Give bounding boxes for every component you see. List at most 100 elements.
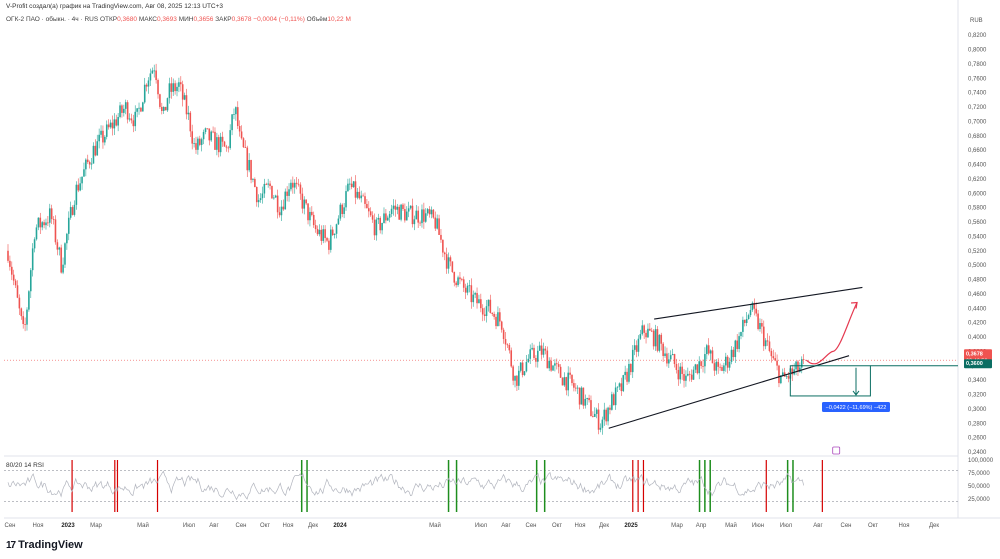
candle-body — [242, 138, 245, 148]
candle-body — [35, 227, 38, 240]
candle-body — [630, 363, 632, 373]
candle-body — [269, 183, 271, 186]
price-tick-label: 0,7800 — [968, 62, 987, 68]
candle-body — [282, 206, 285, 210]
change-value: −0,0004 (−0,11%) — [253, 16, 305, 23]
candle-body — [660, 334, 663, 344]
trendline — [608, 355, 850, 429]
candle-body — [229, 130, 231, 148]
candle-body — [586, 397, 588, 399]
candle-body — [316, 229, 319, 235]
candle-body — [278, 212, 281, 216]
time-axis[interactable]: Сен Ноя 2023 Мар Май Июл Сен Ноя Авг Окт Дек 2024 Ма… — [5, 522, 940, 529]
candle-body — [189, 112, 192, 132]
time-tick-label: Июл — [475, 523, 488, 529]
candle-body — [466, 285, 469, 293]
time-tick-label: Авг — [501, 523, 511, 529]
candle-body — [142, 102, 144, 112]
candle-body — [105, 124, 108, 137]
price-tick-label: 0,3400 — [968, 378, 987, 384]
candle-body — [394, 205, 397, 210]
candle-body — [330, 229, 332, 250]
candle-body — [375, 219, 378, 236]
candle-body — [692, 369, 695, 380]
candle-body — [472, 294, 475, 303]
candle-body — [462, 279, 465, 288]
candle-body — [567, 372, 569, 391]
candle-body — [29, 270, 32, 292]
price-tick-label: 0,6800 — [968, 134, 987, 140]
candle-body — [633, 345, 636, 350]
candle-body — [187, 112, 190, 115]
candle-body — [459, 277, 461, 280]
time-tick-label: Окт — [868, 523, 878, 529]
open-value: 0,3680 — [117, 16, 138, 23]
candle-body — [574, 387, 577, 389]
price-tick-label: 0,5800 — [968, 206, 987, 212]
candle-body — [64, 243, 66, 265]
candle-body — [478, 299, 480, 304]
candle-body — [311, 211, 313, 215]
candle-body — [428, 209, 431, 215]
candle-body — [571, 374, 573, 384]
time-tick-label: Май — [429, 522, 441, 529]
candle-body — [715, 361, 718, 371]
rsi-title[interactable]: 80/20 14 RSI — [6, 462, 44, 469]
candle-body — [121, 105, 123, 113]
price-tick-label: 0,6600 — [968, 148, 987, 154]
candle-body — [732, 349, 735, 358]
candle-body — [52, 219, 55, 220]
candle-body — [369, 211, 372, 216]
candle-body — [783, 372, 786, 377]
candle-body — [381, 222, 383, 231]
measure-label: −0,0422 (−11,69%) −422 — [826, 405, 887, 411]
tradingview-logo[interactable]: 17 TradingView — [6, 539, 83, 551]
symbol-name[interactable]: ОГК-2 ПАО · обыкн. · 4ч · RUS — [6, 16, 99, 23]
candle-body — [662, 343, 664, 356]
candle-body — [483, 314, 486, 316]
candle-body — [698, 361, 701, 374]
candle-body — [181, 84, 184, 100]
candle-body — [37, 217, 40, 228]
candle-body — [191, 131, 193, 144]
candle-body — [457, 277, 459, 286]
candle-body — [445, 254, 448, 269]
tradingview-name: TradingView — [18, 539, 83, 551]
candle-body — [48, 208, 51, 223]
candle-body — [609, 407, 611, 410]
candle-body — [559, 366, 562, 378]
candle-body — [738, 336, 740, 349]
candle-body — [776, 360, 778, 366]
candle-body — [254, 179, 256, 188]
candle-body — [47, 222, 49, 224]
candle-body — [624, 371, 626, 376]
candle-body — [255, 187, 258, 203]
candle-body — [176, 86, 178, 92]
candle-body — [631, 349, 634, 373]
candle-body — [244, 147, 247, 148]
candle-body — [248, 160, 250, 171]
candle-body — [67, 217, 70, 234]
candle-body — [386, 217, 389, 221]
candle-body — [303, 199, 306, 209]
candle-body — [485, 306, 488, 316]
candle-body — [514, 375, 516, 381]
candle-body — [265, 183, 268, 185]
candle-body — [677, 369, 680, 380]
price-axis[interactable]: RUB 0,8200 0,8000 0,7800 0,7600 0,7400 0,7200 0… — [964, 18, 994, 503]
candle-body — [221, 136, 224, 142]
candle-body — [510, 350, 513, 367]
volume-label: Объём — [306, 16, 328, 23]
candle-body — [299, 184, 302, 194]
candle-body — [238, 126, 241, 132]
candle-body — [491, 312, 494, 314]
candle-body — [481, 308, 484, 315]
price-tick-label: 0,4600 — [968, 292, 987, 298]
price-tick-label: 0,7200 — [968, 105, 987, 111]
candle-body — [730, 349, 733, 362]
candle-body — [637, 338, 640, 352]
candle-body — [487, 299, 490, 307]
candle-body — [745, 319, 748, 324]
candle-body — [75, 184, 78, 205]
